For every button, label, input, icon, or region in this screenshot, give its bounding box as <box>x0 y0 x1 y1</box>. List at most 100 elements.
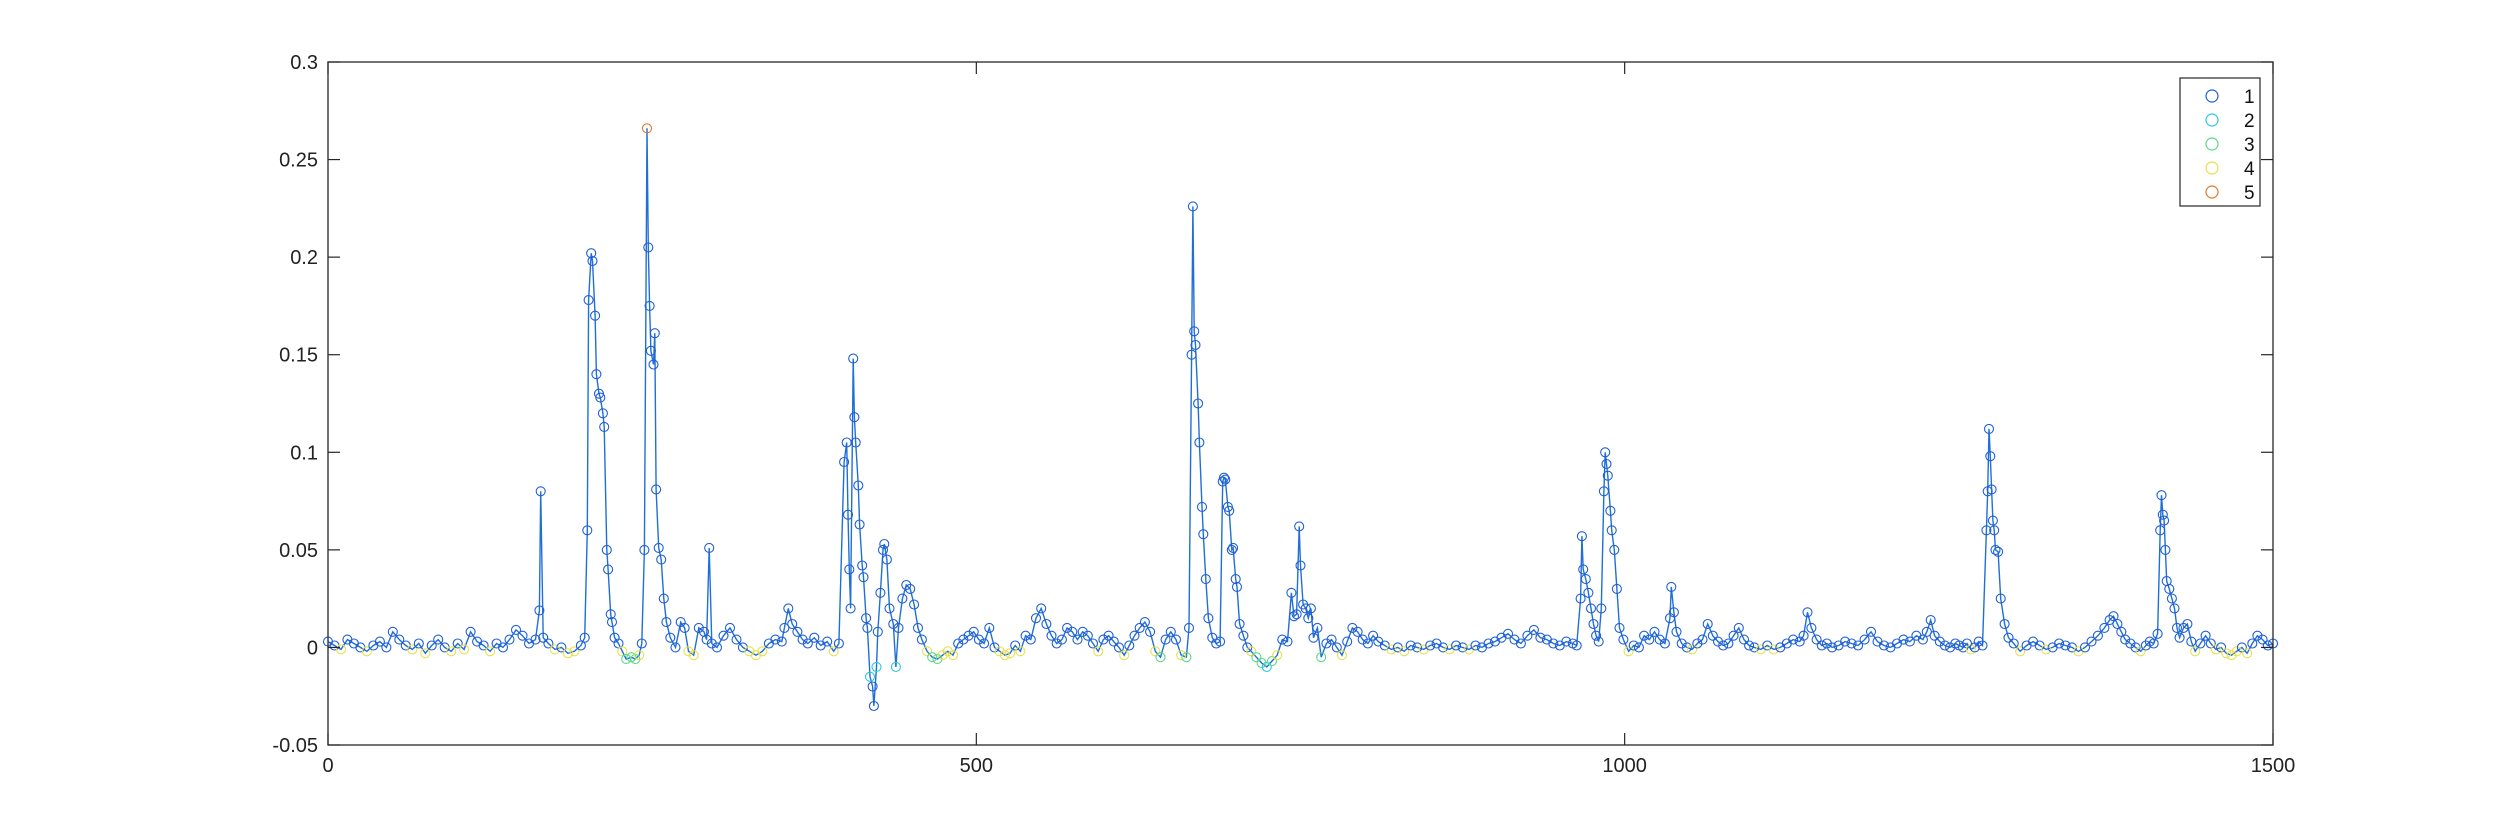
data-point <box>875 587 886 598</box>
data-point <box>1596 603 1607 614</box>
data-point <box>1986 484 1997 495</box>
data-point <box>989 642 1000 653</box>
data-point <box>1303 613 1314 624</box>
data-point <box>1224 505 1235 516</box>
data-point <box>1788 634 1799 645</box>
data-point <box>963 630 974 641</box>
data-point <box>549 644 560 655</box>
data-point <box>1981 525 1992 536</box>
data-point <box>1352 626 1363 637</box>
data-point <box>2171 622 2183 633</box>
data-point <box>1806 622 1817 633</box>
data-point <box>1336 650 1348 661</box>
data-point <box>1561 636 1572 647</box>
data-point <box>530 634 541 645</box>
x-tick-label: 1000 <box>1602 755 1647 777</box>
data-point <box>2166 593 2177 604</box>
data-point <box>1193 398 1204 409</box>
data-point <box>893 622 904 633</box>
data-point <box>641 123 653 134</box>
data-point <box>2116 626 2127 637</box>
data-point <box>1483 638 1494 649</box>
data-point <box>1046 630 1057 641</box>
data-point <box>381 642 392 653</box>
data-point <box>543 638 554 649</box>
data-point <box>1231 581 1243 592</box>
data-point <box>994 646 1005 657</box>
data-point <box>881 554 892 565</box>
data-point <box>888 618 899 630</box>
data-point <box>2190 646 2201 657</box>
data-point <box>645 345 656 356</box>
data-point <box>1681 642 1692 653</box>
data-point <box>1230 574 1241 585</box>
data-point <box>2221 648 2232 659</box>
data-point <box>1821 638 1832 649</box>
data-point <box>1134 622 1145 633</box>
data-point <box>1357 634 1368 645</box>
data-point <box>792 626 803 637</box>
data-point <box>864 671 876 682</box>
data-point <box>693 622 704 633</box>
data-point <box>1702 618 1713 630</box>
data-point <box>2086 636 2097 647</box>
data-point <box>897 593 908 604</box>
data-point <box>2157 509 2168 520</box>
data-point <box>1987 515 1998 526</box>
data-point <box>1226 544 1237 555</box>
data-point <box>636 638 647 649</box>
data-point <box>2041 644 2052 655</box>
data-point <box>1194 437 1205 448</box>
data-point <box>394 634 405 645</box>
data-point <box>867 681 878 692</box>
data-point <box>2054 638 2065 649</box>
data-point <box>942 646 953 657</box>
data-point <box>658 593 669 604</box>
data-point <box>1160 634 1171 645</box>
data-point <box>2160 544 2171 555</box>
data-point <box>510 624 522 635</box>
data-point <box>1654 634 1665 645</box>
data-point <box>1718 640 1729 651</box>
data-point <box>802 638 813 649</box>
data-point <box>1331 642 1342 653</box>
data-point <box>809 632 820 643</box>
data-point <box>937 650 948 661</box>
data-point <box>497 642 509 653</box>
data-point <box>2130 642 2141 653</box>
data-point <box>1470 640 1481 651</box>
data-point <box>1004 648 1016 659</box>
x-axis: 0 500 1000 1500 <box>322 62 2295 777</box>
data-point <box>2257 634 2268 645</box>
x-tick-label: 0 <box>322 755 333 777</box>
data-point <box>1593 636 1604 647</box>
data-point <box>2104 615 2115 626</box>
data-point <box>1246 646 1257 657</box>
data-point <box>1145 626 1156 637</box>
data-point <box>630 654 641 665</box>
data-point <box>1200 574 1211 585</box>
data-point <box>2236 642 2247 653</box>
data-point <box>1515 638 1526 649</box>
data-point <box>783 603 794 614</box>
y-tick-label: 0.15 <box>279 345 318 367</box>
data-point <box>853 480 864 491</box>
data-point <box>1412 642 1423 653</box>
data-point <box>711 642 723 653</box>
data-point <box>1234 618 1245 630</box>
data-point <box>478 640 489 651</box>
data-point <box>1067 626 1078 637</box>
legend-label-3: 3 <box>2244 135 2255 156</box>
data-point <box>639 544 650 555</box>
data-point <box>459 644 470 655</box>
data-point <box>1015 646 1026 657</box>
data-point <box>617 646 628 657</box>
data-point <box>1723 638 1734 649</box>
data-point <box>1438 642 1449 653</box>
data-point <box>1618 634 1629 645</box>
data-point <box>1990 544 2001 555</box>
data-point <box>1528 624 1539 635</box>
data-point <box>562 648 573 659</box>
data-point <box>1697 634 1708 645</box>
data-point <box>1030 613 1042 624</box>
